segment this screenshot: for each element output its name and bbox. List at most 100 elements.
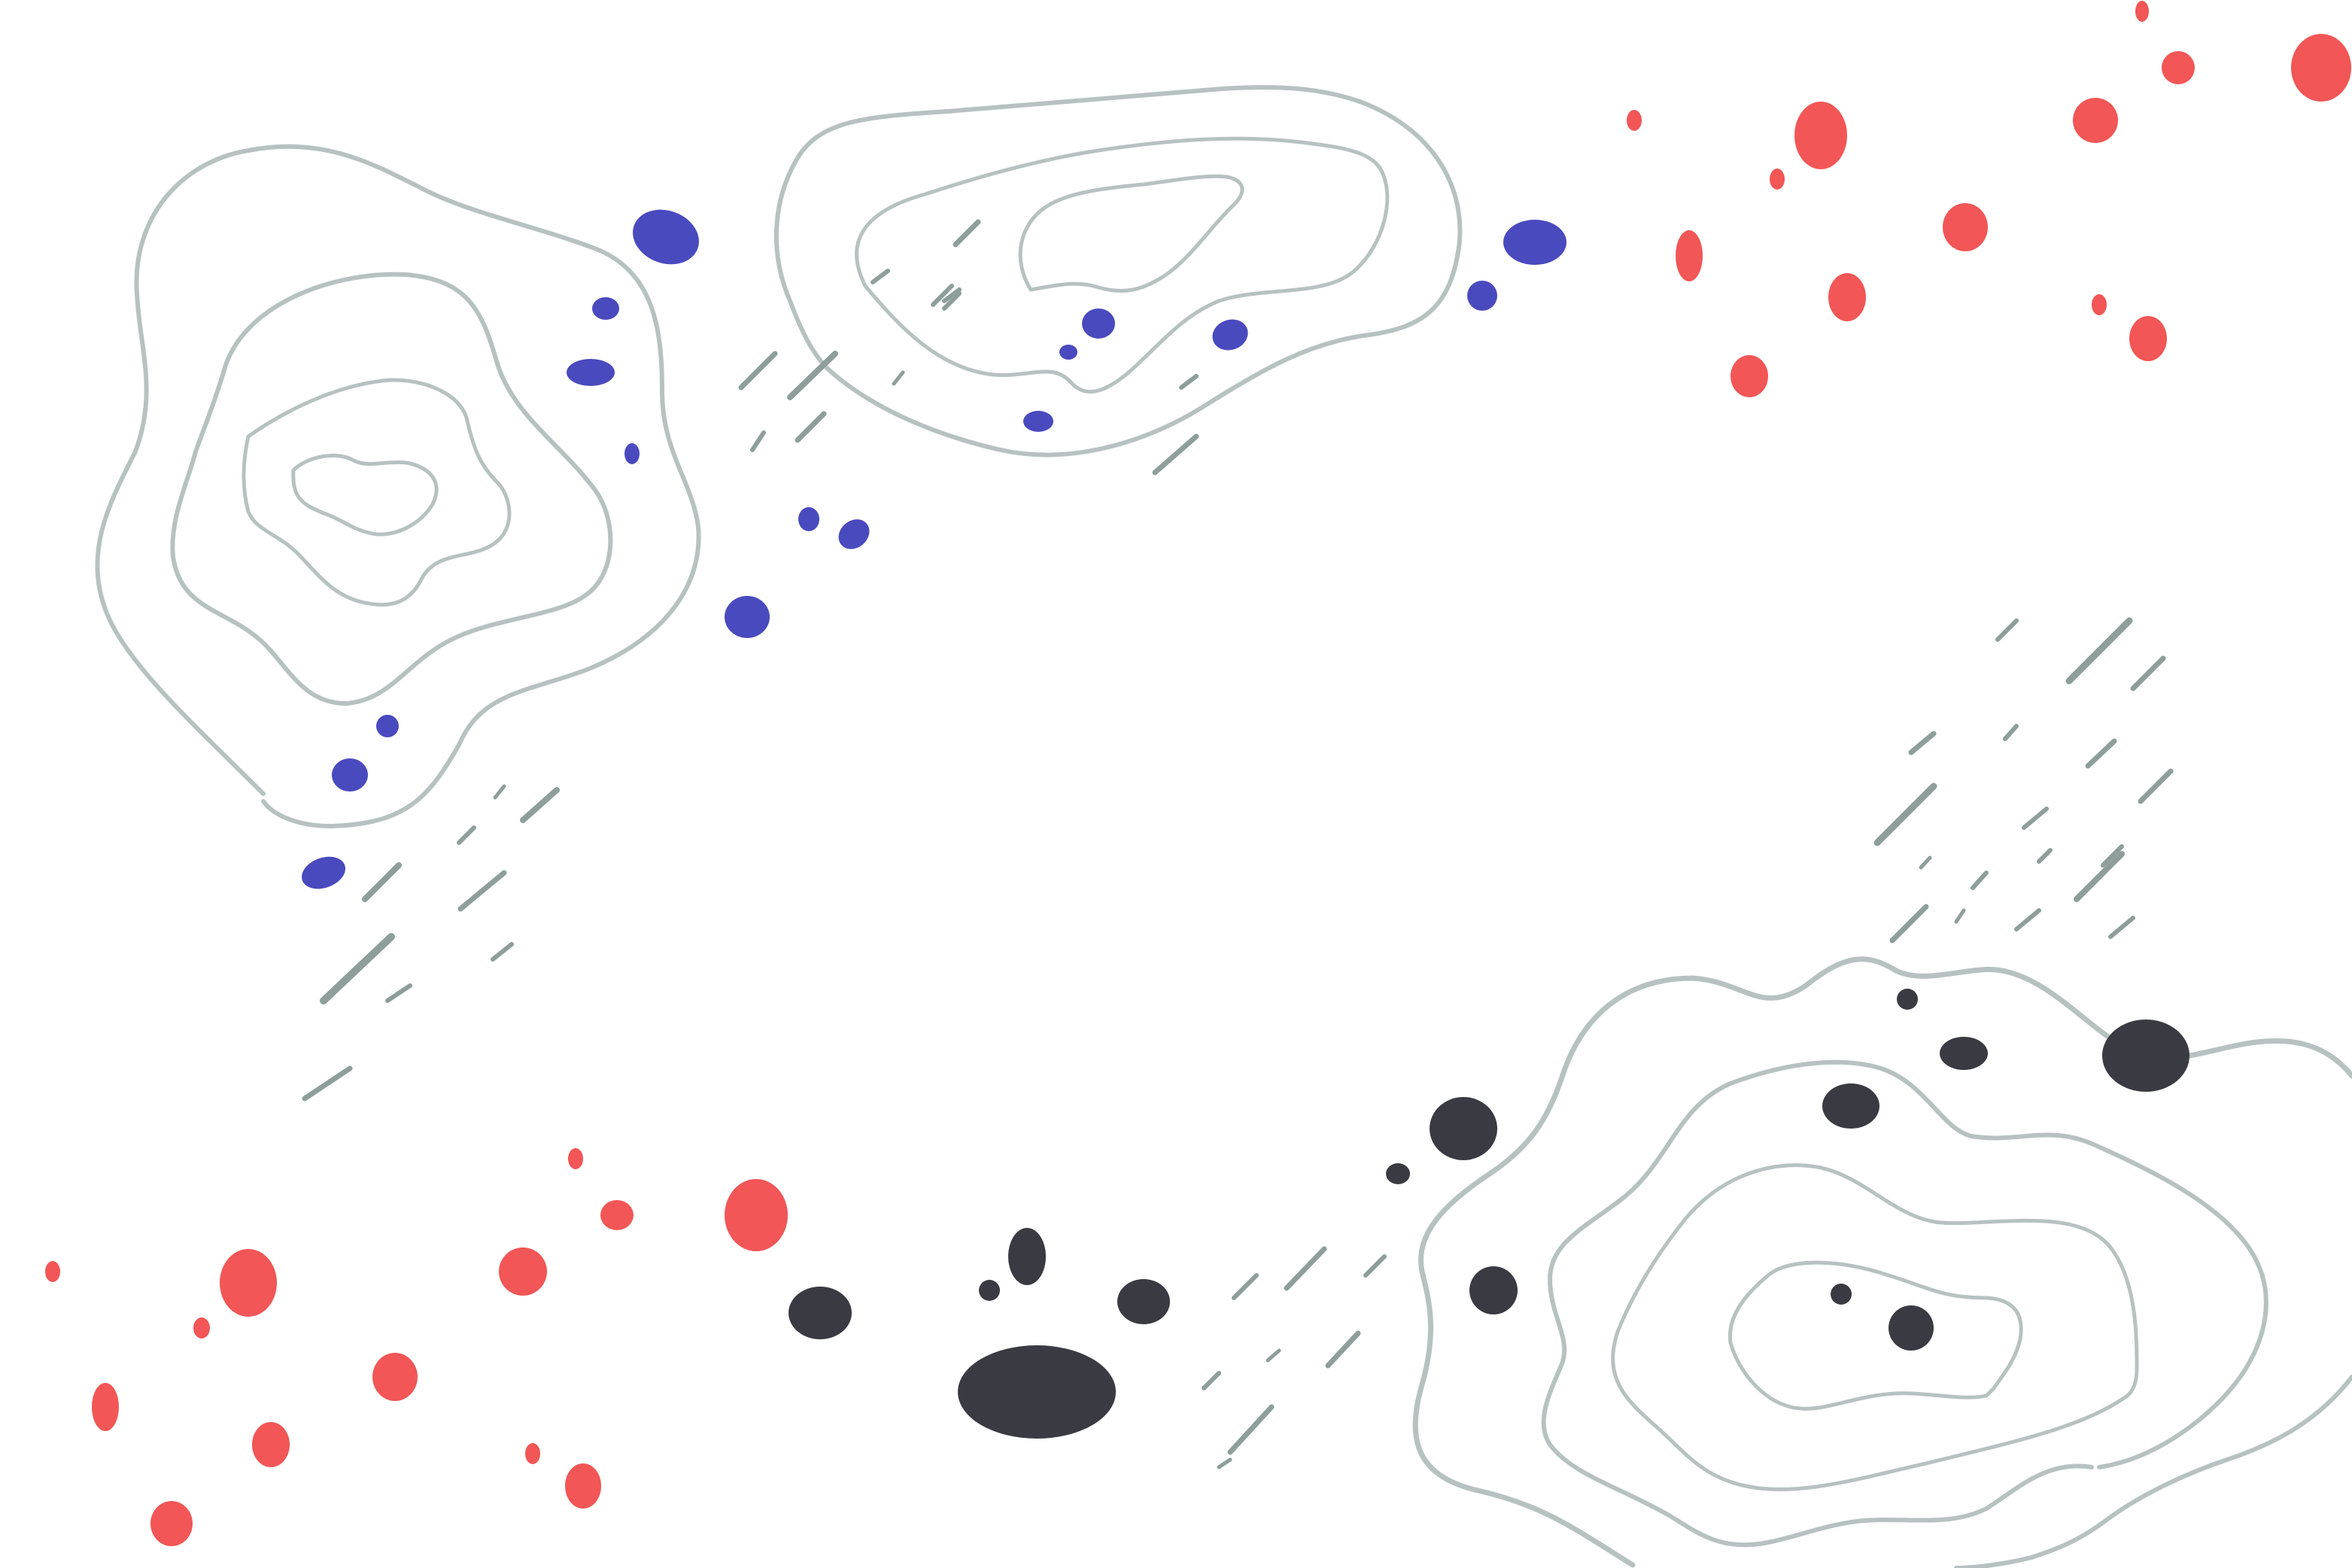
dark-dot [1897, 989, 1918, 1010]
contour-line [1541, 1059, 2268, 1548]
blue-dot [1023, 411, 1053, 432]
blue-dot [567, 359, 615, 386]
red-dot [525, 1443, 540, 1464]
contour-line [291, 454, 439, 536]
red-dot [193, 1317, 210, 1339]
dark-dot [979, 1280, 1000, 1301]
dark-dot-cluster [789, 989, 2189, 1439]
red-dot [1794, 102, 1847, 169]
contour-line [773, 85, 1463, 457]
dash-stroke [738, 351, 778, 390]
dash-stroke [1266, 1348, 1281, 1363]
dash-stroke [1971, 871, 1989, 890]
dash-stroke [2037, 848, 2053, 864]
dash-stroke [795, 411, 827, 443]
dash-stroke [362, 862, 402, 902]
red-dot [150, 1501, 193, 1546]
blue-dot [1503, 220, 1566, 265]
dash-stroke [491, 942, 514, 962]
dash-stroke [1325, 1330, 1361, 1369]
red-dot [2135, 1, 2149, 22]
dash-stroke [750, 430, 766, 452]
blue-dot [624, 443, 640, 464]
dark-dot [1469, 1266, 1518, 1314]
blue-dot [1059, 345, 1077, 360]
blue-dot [301, 856, 346, 889]
red-dot [2092, 294, 2107, 315]
blue-dot-cluster [301, 209, 1566, 889]
red-dot [1627, 110, 1642, 131]
dash-stroke [1954, 908, 1966, 924]
dash-stroke [1227, 1404, 1275, 1455]
dash-stroke [457, 825, 476, 845]
blue-dot [1212, 319, 1248, 351]
red-dot [499, 1247, 547, 1296]
red-dot [600, 1200, 634, 1230]
red-dot [2162, 51, 2195, 84]
blue-dot [1082, 308, 1115, 339]
dash-stroke [2074, 851, 2125, 902]
dash-stroke [1995, 618, 2019, 642]
dark-dot [1940, 1037, 1988, 1070]
red-dot [2291, 34, 2351, 102]
dash-stroke [942, 291, 962, 311]
dash-stroke [1889, 904, 1929, 944]
red-dot [1676, 230, 1703, 281]
red-dot [45, 1261, 60, 1282]
dark-dot [1117, 1279, 1170, 1324]
dash-stroke [871, 269, 890, 284]
contour-line [95, 144, 701, 828]
blue-dot [1467, 281, 1497, 311]
dash-stroke [2108, 916, 2135, 939]
dash-stroke [2101, 844, 2124, 868]
red-dot [1943, 203, 1988, 251]
dash-stroke [1179, 374, 1199, 390]
contour-line [1954, 1375, 2352, 1568]
dash-stroke [2065, 617, 2133, 685]
dash-stroke [302, 1065, 353, 1102]
dash-stroke-clusters [302, 219, 2174, 1469]
red-dot [568, 1148, 583, 1169]
red-dot [220, 1249, 277, 1317]
red-dot [1770, 169, 1785, 190]
dark-dot [789, 1287, 852, 1339]
dark-dot [2102, 1020, 2189, 1092]
dash-stroke [385, 983, 412, 1003]
dash-stroke [931, 284, 954, 307]
dash-stroke [1363, 1254, 1387, 1278]
red-dot [2129, 316, 2167, 361]
dash-stroke [1232, 1273, 1259, 1300]
dark-dot [1386, 1163, 1410, 1184]
dash-stroke [2130, 655, 2166, 691]
dark-dot [1889, 1305, 1934, 1351]
red-dot-cluster-bottom-left [45, 1148, 788, 1546]
dash-stroke [1908, 731, 1937, 755]
dash-stroke [520, 787, 560, 823]
dash-stroke [942, 287, 962, 303]
contour-line [855, 136, 1390, 394]
red-dot [92, 1383, 119, 1431]
dash-stroke [2138, 768, 2174, 804]
blue-dot [725, 596, 770, 638]
contour-line [242, 378, 512, 607]
red-dot [1828, 273, 1866, 321]
blue-dot [332, 758, 368, 792]
blue-dot [633, 209, 699, 265]
dash-stroke [1873, 782, 1937, 846]
red-dot [252, 1422, 290, 1467]
dash-stroke [787, 351, 838, 400]
red-dot [2073, 98, 2118, 143]
dash-stroke [2085, 738, 2117, 769]
blue-dot [592, 297, 619, 320]
blue-dot [376, 715, 399, 737]
red-dot [1731, 355, 1768, 397]
dark-dot [1008, 1228, 1046, 1285]
dash-stroke [953, 219, 981, 248]
dark-dot [958, 1345, 1116, 1439]
dash-stroke [2022, 807, 2049, 830]
dash-stroke [2014, 908, 2041, 931]
contour-line [1018, 174, 1244, 293]
red-dot [565, 1463, 601, 1509]
dark-dot [1822, 1083, 1879, 1129]
